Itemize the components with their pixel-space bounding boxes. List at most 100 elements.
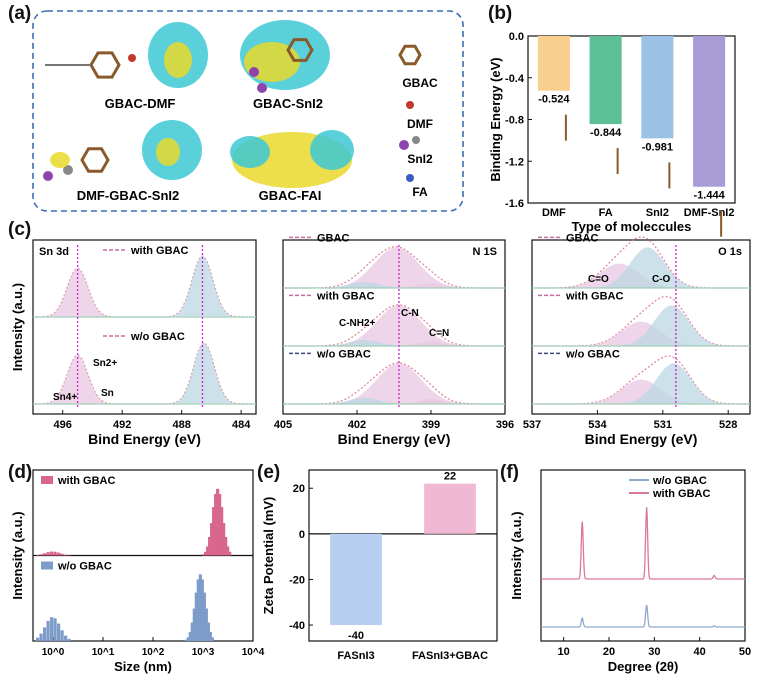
d-bar-0-1 [204, 551, 208, 556]
d-xlabel: Size (nm) [114, 659, 172, 674]
c1-legend-1: w/o GBAC [130, 331, 185, 343]
d-minor-bar-1-7 [60, 630, 64, 641]
d-bar-1-7 [198, 574, 202, 641]
d-bar-1-9 [202, 592, 206, 641]
d-bar-0-8 [218, 493, 222, 556]
legend-dmf-icon [406, 101, 414, 109]
d-bar-1-4 [192, 608, 196, 641]
e-ytick-label-3: -40 [289, 620, 305, 632]
panel-label-f: (f) [500, 462, 519, 483]
b-bar-SnI2 [641, 36, 674, 139]
d-bar-1-10 [204, 608, 208, 641]
e-ylabel: Zeta Potential (mV) [261, 497, 276, 615]
c2-xtick-label-2: 399 [422, 419, 440, 431]
c1-annotation-0: Sn4+ [53, 392, 77, 403]
c1-component-0-0 [46, 268, 109, 317]
d-minor-bar-0-0 [36, 554, 40, 556]
d-bar-0-2 [206, 546, 210, 556]
c2-component-2-2 [394, 399, 468, 404]
b-xlabel: Type of moleccules [572, 219, 692, 234]
b-ylabel: Binding Energy (eV) [488, 57, 503, 181]
plot-frame-c2 [282, 239, 506, 415]
c3-annotation-1: C-O [652, 274, 671, 285]
plot-frame-f [540, 469, 746, 642]
d-bar-0-9 [220, 507, 224, 556]
d-legend-swatch-1 [41, 561, 53, 570]
d-minor-bar-1-4 [50, 617, 54, 641]
c2-component-0-1 [320, 281, 409, 288]
c3-title: O 1s [718, 246, 742, 258]
b-category-label-2: SnI2 [646, 207, 669, 219]
panel-label-b: (b) [488, 3, 513, 24]
c1-annotation-1: Sn2+ [93, 358, 117, 369]
d-bar-1-5 [194, 592, 198, 641]
d-minor-bar-0-6 [57, 552, 61, 556]
d-minor-bar-0-4 [50, 551, 54, 556]
e-bar-1 [424, 483, 476, 534]
d-xtick-label-3: 10^3 [192, 647, 215, 658]
f-xtick-label-3: 40 [694, 646, 706, 658]
d-bar-1-8 [200, 579, 204, 641]
dmf-gbac-sni2-yellow-density [156, 138, 180, 166]
d-bar-0-6 [214, 493, 218, 556]
c3-xlabel: Bind Energy (eV) [585, 431, 698, 447]
c1-ylabel: Intensity (a.u.) [10, 283, 25, 371]
b-category-label-1: FA [599, 207, 613, 219]
d-minor-bar-0-3 [46, 552, 50, 556]
c2-component-2-1 [320, 397, 409, 404]
e-ytick-label-0: 20 [293, 483, 305, 495]
gbac-sni2-i-atom-1 [249, 67, 259, 77]
c2-annotation-1: C-N [401, 308, 419, 319]
b-ytick-label-0: -1.6 [505, 198, 524, 210]
c3-component-2-1 [621, 363, 726, 404]
c3-xtick-label-3: 528 [719, 419, 737, 431]
b-value-label-0: -0.524 [538, 94, 570, 106]
d-minor-bar-0-1 [39, 554, 43, 556]
f-series-0 [541, 604, 745, 628]
d-bar-1-11 [206, 622, 210, 641]
c2-component-0-2 [394, 283, 468, 288]
legend-gbac-icon [398, 44, 422, 66]
c2-title: N 1S [473, 246, 497, 258]
d-minor-bar-1-8 [64, 635, 68, 641]
gbac-fai-cyan-left [230, 136, 270, 168]
b-value-label-3: -1.444 [694, 190, 726, 202]
c2-annotation-2: C=N [429, 328, 449, 339]
d-minor-bar-0-7 [60, 553, 64, 556]
dmf-gbac-sni2-ring [80, 147, 110, 173]
c3-legend-1: with GBAC [565, 290, 623, 302]
e-category-label-1: FASnI3+GBAC [412, 650, 488, 662]
b-category-label-3: DMF-SnI2 [684, 207, 735, 219]
panel-label-d: (d) [8, 462, 33, 483]
b-value-label-2: -0.981 [642, 141, 673, 153]
c2-xtick-label-3: 396 [496, 419, 514, 431]
d-minor-bar-1-1 [39, 633, 43, 641]
d-minor-bar-0-5 [53, 551, 57, 556]
c2-xlabel: Bind Energy (eV) [338, 431, 451, 447]
f-xtick-label-2: 30 [648, 646, 660, 658]
c2-component-2-0 [332, 363, 466, 404]
d-bar-0-10 [222, 523, 226, 556]
legend-gbac: GBAC [402, 76, 438, 90]
c1-title: Sn 3d [39, 246, 69, 258]
d-legend-swatch-0 [41, 476, 53, 484]
c2-component-1-1 [320, 339, 409, 346]
d-ylabel: Intensity (a.u.) [10, 511, 25, 599]
d-bar-0-0 [202, 554, 206, 556]
c1-xtick-label-2: 488 [172, 419, 190, 431]
panel-d: 10^0 10^1 10^2 10^3 10^4 with GBAC w/o GBAC Siz… [10, 469, 265, 674]
d-bar-0-4 [210, 523, 214, 556]
d-bar-1-0 [184, 639, 188, 641]
d-minor-bar-0-8 [64, 554, 68, 556]
f-legend-0: w/o GBAC [652, 475, 707, 487]
e-bar-0 [330, 533, 382, 626]
c3-legend-2: w/o GBAC [565, 348, 620, 360]
panel-e: 20 0 -20 -40 -40 FASnI3 22 FASnI3+GBAC Zeta Pote… [261, 469, 498, 662]
b-ytick-label-2: -0.8 [505, 115, 524, 127]
plot-frame-c1 [32, 239, 257, 415]
gbac-sni2-i-atom-2 [257, 83, 267, 93]
b-ytick-label-1: -1.2 [505, 156, 524, 168]
f-xtick-label-1: 20 [603, 646, 615, 658]
dmf-gbac-sni2-yellow-small [50, 152, 70, 168]
